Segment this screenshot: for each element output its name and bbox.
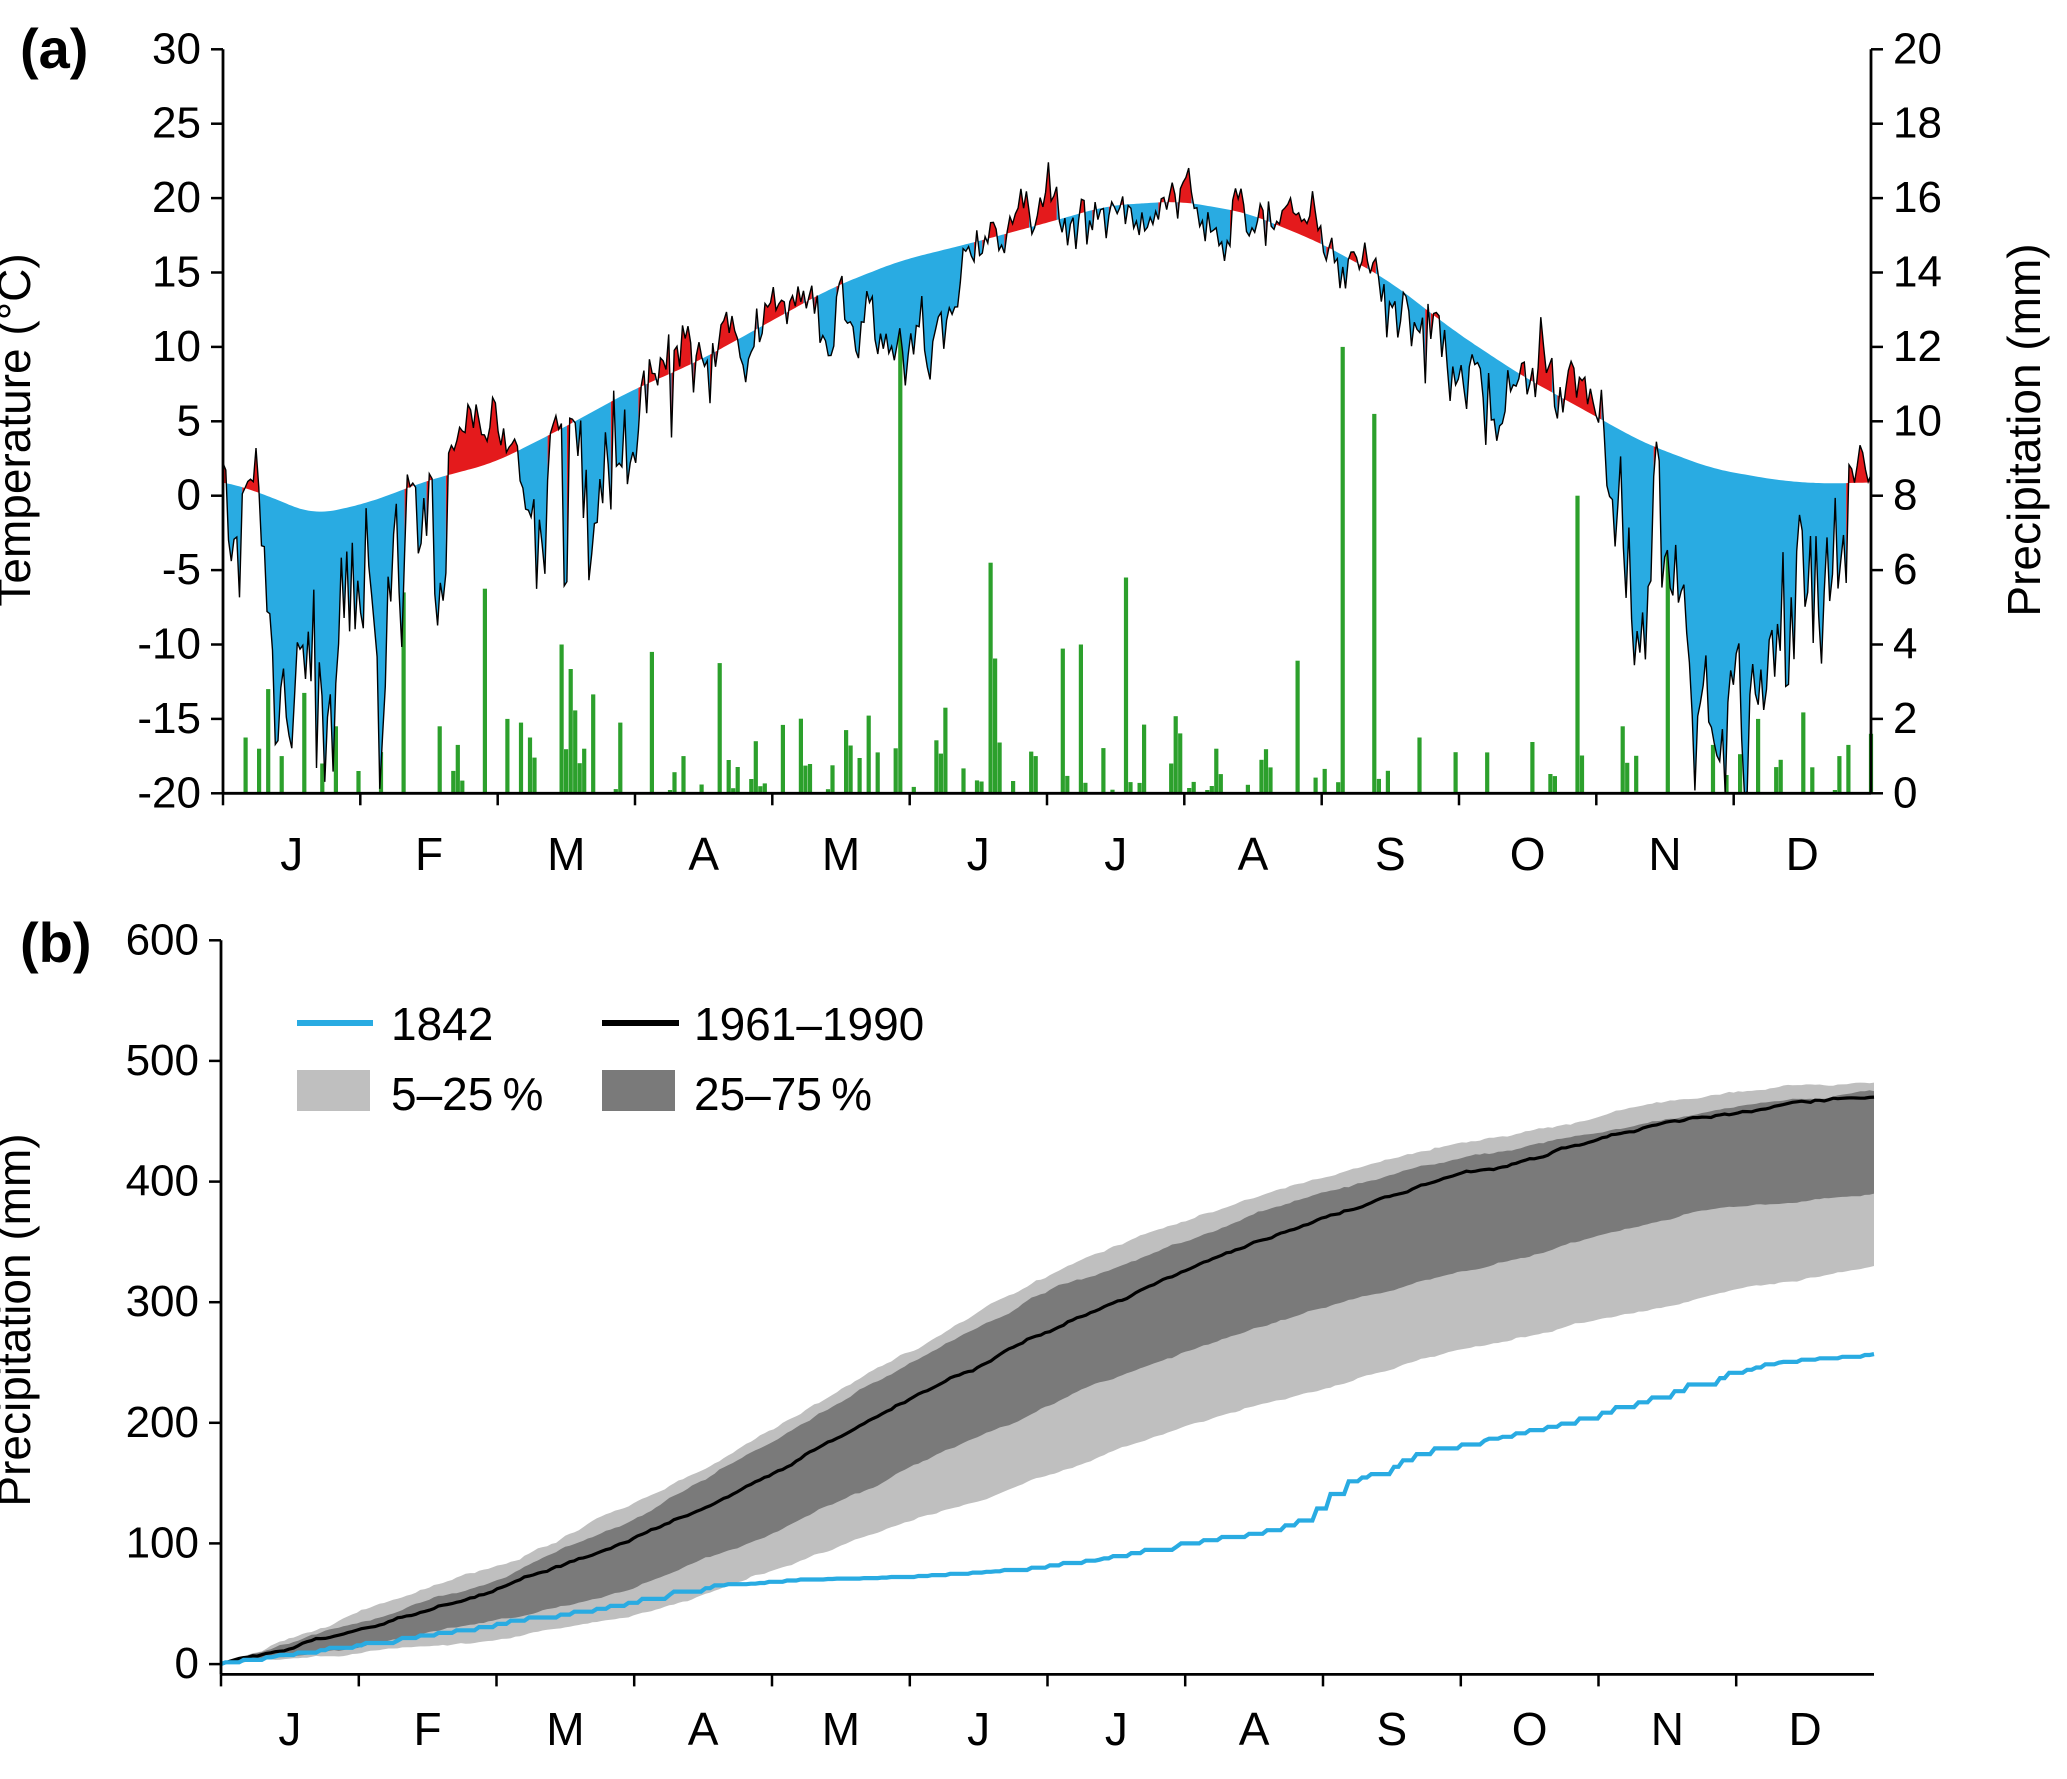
svg-text:-20: -20 (137, 768, 201, 817)
svg-text:18: 18 (1893, 99, 1942, 148)
svg-text:2: 2 (1893, 694, 1917, 743)
svg-text:J: J (1104, 828, 1127, 880)
svg-text:A: A (688, 828, 719, 880)
svg-text:10: 10 (1893, 396, 1942, 445)
svg-text:M: M (547, 828, 585, 880)
svg-text:0: 0 (175, 1639, 199, 1688)
svg-text:10: 10 (152, 322, 201, 371)
svg-text:0: 0 (177, 471, 201, 520)
svg-text:M: M (546, 1703, 584, 1755)
svg-text:A: A (688, 1703, 719, 1755)
svg-text:J: J (967, 1703, 990, 1755)
svg-text:200: 200 (126, 1398, 199, 1447)
svg-text:Temperature (°C): Temperature (°C) (0, 253, 40, 606)
svg-text:16: 16 (1893, 173, 1942, 222)
svg-text:F: F (414, 1703, 442, 1755)
svg-text:-15: -15 (137, 694, 201, 743)
svg-text:(b): (b) (20, 911, 92, 974)
svg-text:20: 20 (152, 173, 201, 222)
svg-text:O: O (1512, 1703, 1548, 1755)
svg-text:J: J (278, 1703, 301, 1755)
svg-text:25: 25 (152, 99, 201, 148)
svg-text:5–25 %: 5–25 % (391, 1068, 543, 1120)
svg-text:5: 5 (177, 396, 201, 445)
svg-text:-5: -5 (162, 545, 201, 594)
svg-text:M: M (822, 828, 860, 880)
svg-text:Precipitation (mm): Precipitation (mm) (1998, 243, 2050, 616)
svg-text:D: D (1786, 828, 1819, 880)
svg-text:(a): (a) (20, 17, 88, 80)
svg-text:J: J (1105, 1703, 1128, 1755)
svg-text:4: 4 (1893, 620, 1917, 669)
svg-text:500: 500 (126, 1036, 199, 1085)
svg-text:S: S (1377, 1703, 1408, 1755)
svg-text:M: M (822, 1703, 860, 1755)
svg-text:N: N (1648, 828, 1681, 880)
svg-text:O: O (1510, 828, 1546, 880)
svg-text:Precipitation (mm): Precipitation (mm) (0, 1133, 40, 1506)
svg-text:8: 8 (1893, 471, 1917, 520)
svg-text:25–75 %: 25–75 % (694, 1068, 872, 1120)
svg-text:30: 30 (152, 24, 201, 73)
svg-text:1842: 1842 (391, 998, 493, 1050)
svg-text:20: 20 (1893, 24, 1942, 73)
svg-text:300: 300 (126, 1277, 199, 1326)
svg-text:D: D (1788, 1703, 1821, 1755)
svg-text:A: A (1238, 828, 1269, 880)
svg-text:F: F (415, 828, 443, 880)
svg-text:14: 14 (1893, 248, 1942, 297)
svg-text:6: 6 (1893, 545, 1917, 594)
svg-text:400: 400 (126, 1157, 199, 1206)
svg-text:12: 12 (1893, 322, 1942, 371)
svg-text:0: 0 (1893, 768, 1917, 817)
svg-text:-10: -10 (137, 620, 201, 669)
svg-text:15: 15 (152, 248, 201, 297)
svg-text:J: J (967, 828, 990, 880)
svg-text:1961–1990: 1961–1990 (694, 998, 924, 1050)
svg-text:A: A (1239, 1703, 1270, 1755)
svg-text:J: J (280, 828, 303, 880)
svg-text:100: 100 (126, 1518, 199, 1567)
svg-text:N: N (1651, 1703, 1684, 1755)
svg-text:600: 600 (126, 915, 199, 964)
svg-text:S: S (1375, 828, 1406, 880)
